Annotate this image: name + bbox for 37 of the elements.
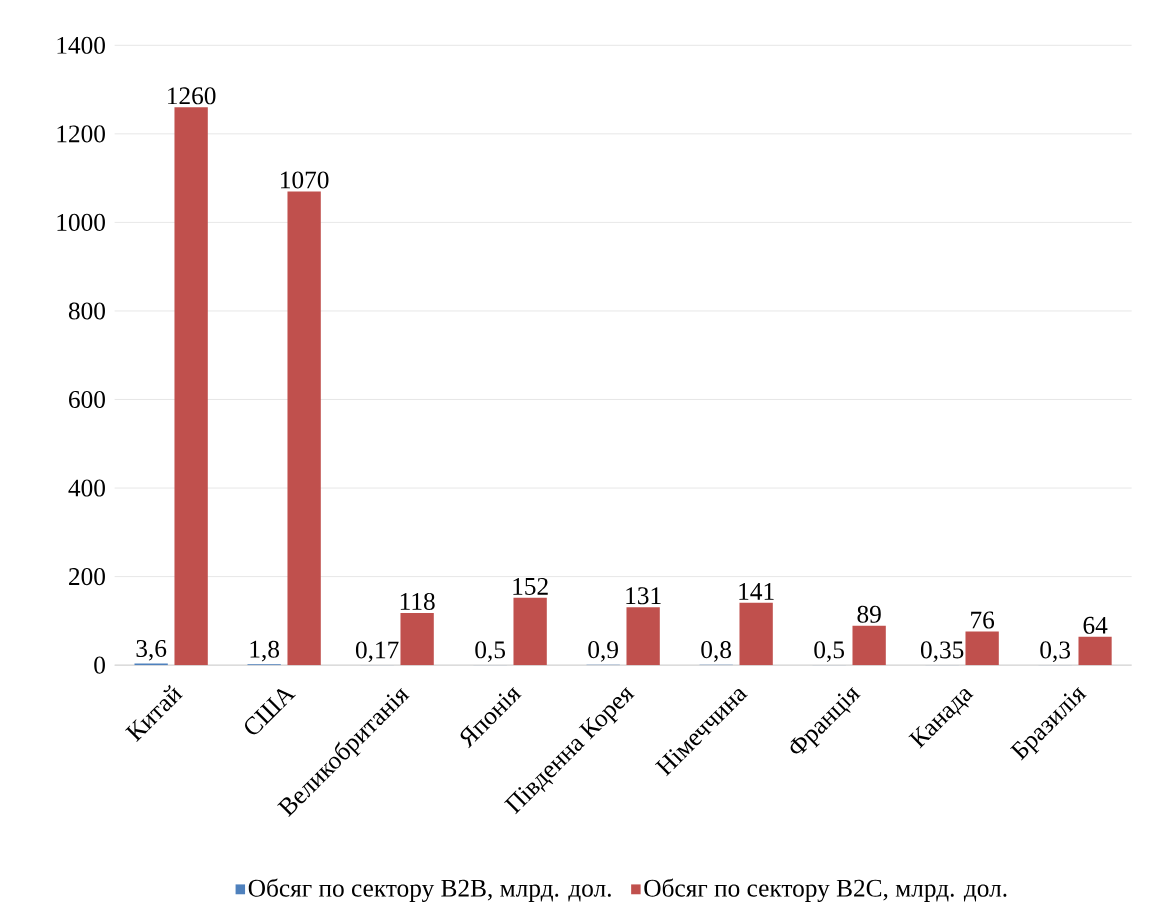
bar: [174, 107, 208, 666]
data-label: 0,3: [1040, 641, 1070, 663]
data-label: 1070: [281, 171, 329, 189]
bar: [513, 597, 547, 666]
data-label: 3,6: [136, 640, 167, 661]
legend-label: Обсяг по сектору B2C, млрд. дол.: [644, 878, 1007, 903]
data-label: 1,8: [250, 640, 279, 662]
legend-label: Обсяг по сектору B2B, млрд. дол.: [248, 878, 611, 903]
data-label: 64: [1083, 616, 1108, 635]
bar: [626, 607, 660, 666]
data-label: 0,5: [475, 641, 505, 663]
data-label: 1260: [168, 87, 216, 105]
data-label: 0,17: [355, 641, 399, 663]
y-tick-label: 1200: [57, 125, 105, 143]
data-label: 0,9: [588, 641, 618, 662]
y-tick-label: 1400: [57, 36, 105, 54]
data-label: 152: [513, 578, 548, 596]
y-tick-label: 400: [68, 479, 105, 497]
data-label: 0,8: [701, 641, 732, 662]
y-tick-label: 800: [68, 302, 105, 320]
data-label: 89: [857, 605, 881, 623]
bar: [965, 631, 999, 666]
data-label: 0,5: [814, 641, 844, 663]
bar: [400, 613, 434, 666]
data-label: 76: [971, 611, 995, 629]
y-tick-label: 600: [69, 391, 105, 409]
bar: [852, 625, 886, 666]
bar: [739, 602, 773, 666]
y-tick-label: 200: [69, 568, 105, 586]
data-label: 118: [400, 593, 435, 611]
y-tick-label: 1000: [57, 214, 105, 232]
data-label: 0,35: [920, 641, 964, 663]
bar: [1078, 636, 1112, 666]
y-tick-label: 0: [94, 656, 105, 674]
data-label: 131: [626, 587, 661, 605]
bar: [287, 191, 321, 666]
data-label: 141: [739, 583, 774, 600]
